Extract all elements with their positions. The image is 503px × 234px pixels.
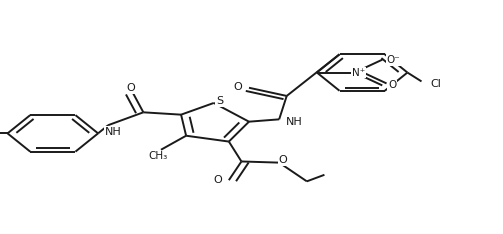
Text: O: O xyxy=(279,155,288,165)
Text: O: O xyxy=(388,80,396,90)
Text: O: O xyxy=(213,175,222,185)
Text: Cl: Cl xyxy=(430,79,441,89)
Text: N⁺: N⁺ xyxy=(352,68,365,77)
Text: S: S xyxy=(216,96,223,106)
Text: O⁻: O⁻ xyxy=(386,55,400,65)
Text: NH: NH xyxy=(286,117,303,127)
Text: O: O xyxy=(233,82,242,91)
Text: NH: NH xyxy=(105,127,122,137)
Text: O: O xyxy=(126,84,135,93)
Text: CH₃: CH₃ xyxy=(149,151,168,161)
